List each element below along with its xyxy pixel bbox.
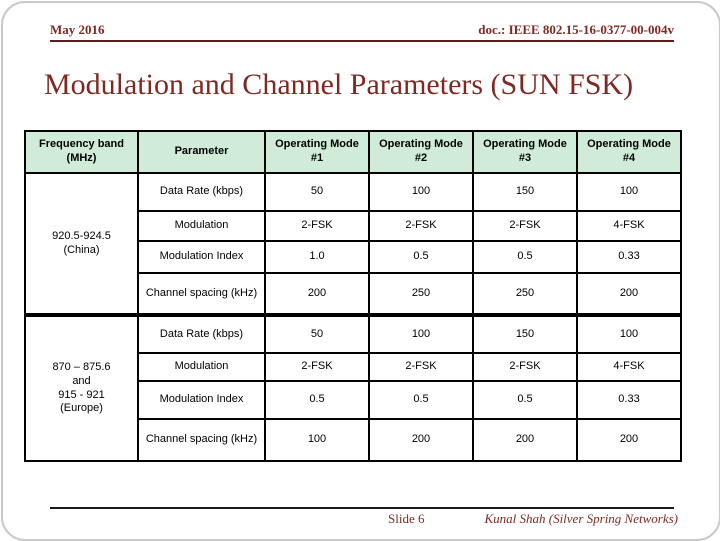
value-cell: 0.5 — [264, 380, 370, 420]
value-cell: 0.33 — [576, 240, 682, 274]
param-cell: Channel spacing (kHz) — [137, 418, 266, 462]
band-cell-europe: 870 – 875.6 and 915 - 921 (Europe) — [24, 313, 139, 462]
slide-title: Modulation and Channel Parameters (SUN F… — [44, 68, 634, 101]
col-header-mode-3: Operating Mode #3 — [472, 130, 578, 174]
col-header-parameter: Parameter — [137, 130, 266, 174]
value-cell: 0.5 — [368, 240, 474, 274]
value-cell: 250 — [368, 272, 474, 316]
header-date: May 2016 — [50, 22, 105, 37]
col-header-frequency-band: Frequency band (MHz) — [24, 130, 139, 174]
value-cell: 150 — [472, 313, 578, 354]
value-cell: 200 — [576, 418, 682, 462]
value-cell: 100 — [576, 313, 682, 354]
value-cell: 2-FSK — [368, 210, 474, 242]
param-cell: Modulation Index — [137, 380, 266, 420]
value-cell: 100 — [368, 313, 474, 354]
value-cell: 0.33 — [576, 380, 682, 420]
value-cell: 2-FSK — [472, 352, 578, 382]
header-doc-number: doc.: IEEE 802.15-16-0377-00-004v — [478, 22, 674, 37]
value-cell: 100 — [264, 418, 370, 462]
value-cell: 100 — [576, 172, 682, 212]
col-header-mode-1: Operating Mode #1 — [264, 130, 370, 174]
param-cell: Data Rate (kbps) — [137, 313, 266, 354]
param-cell: Modulation — [137, 210, 266, 242]
value-cell: 2-FSK — [264, 352, 370, 382]
value-cell: 2-FSK — [368, 352, 474, 382]
value-cell: 4-FSK — [576, 352, 682, 382]
parameters-table: Frequency band (MHz) Parameter Operating… — [24, 130, 682, 462]
value-cell: 200 — [264, 272, 370, 316]
value-cell: 0.5 — [472, 240, 578, 274]
band-cell-china: 920.5-924.5 (China) — [24, 172, 139, 316]
value-cell: 0.5 — [472, 380, 578, 420]
value-cell: 200 — [472, 418, 578, 462]
col-header-mode-4: Operating Mode #4 — [576, 130, 682, 174]
value-cell: 100 — [368, 172, 474, 212]
value-cell: 200 — [576, 272, 682, 316]
value-cell: 50 — [264, 313, 370, 354]
value-cell: 4-FSK — [576, 210, 682, 242]
param-cell: Channel spacing (kHz) — [137, 272, 266, 316]
value-cell: 0.5 — [368, 380, 474, 420]
footer-slide-number: Slide 6 — [388, 511, 425, 526]
param-cell: Modulation — [137, 352, 266, 382]
param-cell: Modulation Index — [137, 240, 266, 274]
value-cell: 2-FSK — [472, 210, 578, 242]
value-cell: 150 — [472, 172, 578, 212]
header-rule — [50, 40, 674, 42]
value-cell: 50 — [264, 172, 370, 212]
footer-author: Kunal Shah (Silver Spring Networks) — [484, 511, 678, 526]
value-cell: 1.0 — [264, 240, 370, 274]
value-cell: 2-FSK — [264, 210, 370, 242]
value-cell: 250 — [472, 272, 578, 316]
footer-rule — [50, 507, 674, 509]
col-header-mode-2: Operating Mode #2 — [368, 130, 474, 174]
param-cell: Data Rate (kbps) — [137, 172, 266, 212]
value-cell: 200 — [368, 418, 474, 462]
